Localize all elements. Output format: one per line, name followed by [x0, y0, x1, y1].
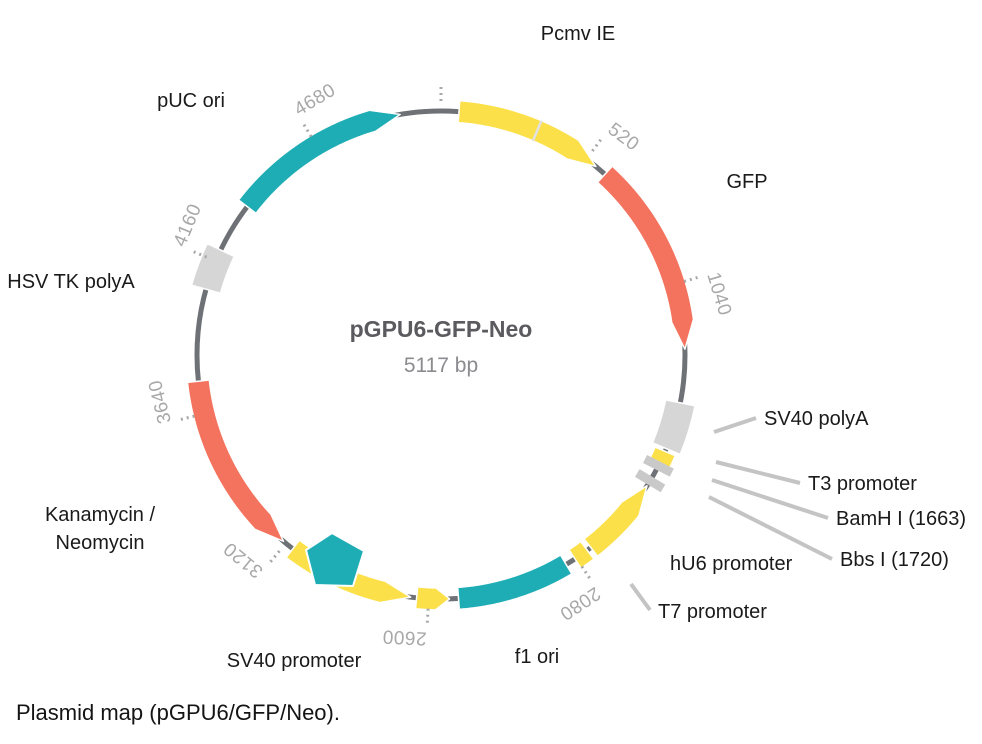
feature-label-bamh-i-1663: BamH I (1663) — [836, 508, 966, 530]
feature-f1-ori — [456, 554, 573, 611]
plasmid-size-label: 5117 bp — [404, 354, 478, 377]
leader-lines — [629, 416, 833, 612]
feature-label-t3-promoter: T3 promoter — [808, 473, 917, 495]
figure-caption: Plasmid map (pGPU6/GFP/Neo). — [16, 700, 340, 725]
feature-sv40-polya — [651, 399, 696, 456]
feature-label-gfp: GFP — [726, 171, 767, 193]
tick-label-3640: 3640 — [145, 378, 176, 426]
page-title: pGPU6-GFP-Neo — [350, 316, 533, 342]
feature-label-pcmv-ie: Pcmv IE — [541, 23, 615, 45]
feature-label-sv40-polya: SV40 polyA — [764, 408, 869, 430]
feature-label-t7-promoter: T7 promoter — [658, 601, 767, 623]
feature-label-hsv-tk-polya: HSV TK polyA — [7, 271, 135, 293]
tick-mark-2600 — [425, 608, 430, 625]
tick-label-520: 520 — [604, 119, 643, 156]
feature-kanamycin — [186, 379, 285, 543]
feature-labels: Pcmv IE GFP SV40 polyA T3 promoter BamH I (1… — [7, 23, 966, 672]
leader-t7 — [629, 582, 652, 612]
tick-label-4680: 4680 — [291, 80, 340, 121]
restriction-site-bbs-i-1720 — [634, 469, 666, 493]
leader-bamhi — [711, 478, 829, 520]
feature-label-hu6-promoter: hU6 promoter — [670, 553, 793, 575]
tick-mark-3120 — [268, 550, 281, 565]
tick-label-3120: 3120 — [220, 537, 268, 581]
tick-label-1040: 1040 — [702, 270, 735, 318]
feature-label-kanamycin: Kanamycin / — [45, 504, 155, 526]
leader-t3 — [715, 460, 801, 485]
feature-puc-ori — [237, 109, 401, 215]
feature-hsv-tk-polya — [190, 242, 236, 295]
tick-mark-2080 — [580, 565, 592, 581]
feature-pcmv-ie — [457, 99, 597, 168]
feature-arcs — [186, 99, 696, 611]
tick-mark-4680 — [301, 122, 313, 138]
plasmid-map: 520 1040 2080 2600 3120 3640 4160 4680 Pcmv IE G… — [7, 23, 966, 672]
restriction-site-bamh-i-1663 — [643, 454, 674, 477]
tick-mark-3640 — [178, 414, 195, 422]
tick-mark-1040 — [683, 275, 700, 283]
tick-mark-4160 — [191, 249, 208, 259]
leader-bbsi — [708, 495, 833, 561]
feature-label-puc-ori: pUC ori — [157, 90, 225, 112]
feature-label-neomycin: Neomycin — [56, 532, 145, 554]
tick-label-2080: 2080 — [555, 582, 603, 624]
feature-hu6-promoter — [583, 485, 648, 558]
tick-label-4160: 4160 — [170, 201, 206, 250]
tick-label-2600: 2600 — [382, 625, 427, 648]
center-annotation: pGPU6-GFP-Neo 5117 bp — [350, 316, 533, 377]
feature-label-bbs-i-1720: Bbs I (1720) — [840, 549, 949, 571]
restriction-sites — [634, 454, 674, 493]
pcmv-ie-divider — [531, 120, 543, 142]
tick-mark-520 — [591, 137, 604, 152]
feature-label-f1-ori: f1 ori — [515, 646, 559, 668]
feature-arrow-unlabeled — [304, 531, 366, 588]
feature-label-sv40-promoter: SV40 promoter — [227, 650, 362, 672]
feature-gfp — [596, 165, 695, 350]
feature-t7-promoter — [568, 540, 595, 569]
feature-feature-9 — [414, 586, 451, 611]
plasmid-map-svg: 520 1040 2080 2600 3120 3640 4160 4680 Pcmv IE G… — [7, 23, 966, 672]
leader-sv40-polya — [713, 416, 757, 434]
